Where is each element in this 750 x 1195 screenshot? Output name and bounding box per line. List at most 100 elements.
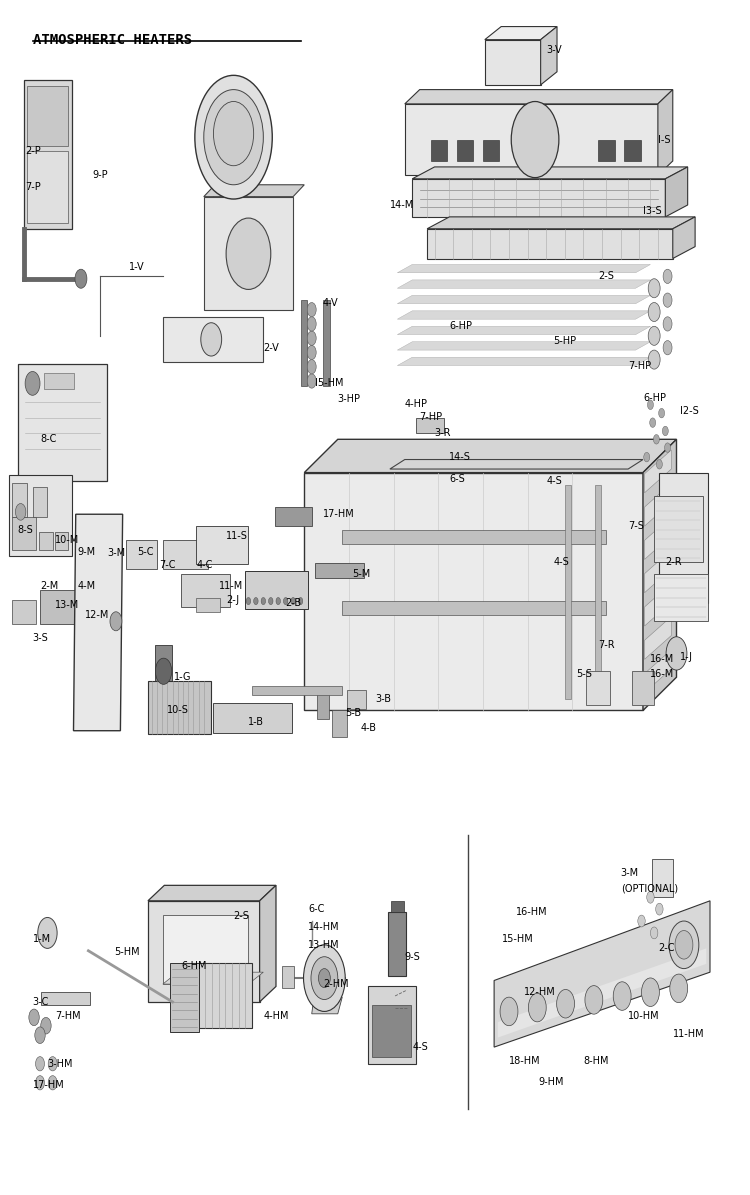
Polygon shape — [398, 264, 650, 272]
Circle shape — [638, 915, 645, 927]
Polygon shape — [484, 26, 557, 39]
Bar — [41, 992, 90, 1005]
Text: 7-P: 7-P — [25, 182, 40, 192]
Polygon shape — [398, 295, 650, 304]
Circle shape — [308, 302, 316, 317]
Bar — [323, 300, 329, 386]
Circle shape — [663, 269, 672, 283]
Polygon shape — [665, 167, 688, 216]
Text: 6-HM: 6-HM — [182, 961, 207, 972]
Text: 15-HM: 15-HM — [502, 933, 533, 944]
Polygon shape — [484, 39, 541, 85]
Circle shape — [276, 598, 280, 605]
Polygon shape — [260, 885, 276, 1001]
Text: 7-S: 7-S — [628, 521, 644, 531]
Circle shape — [647, 400, 653, 410]
Bar — [391, 901, 404, 912]
Bar — [341, 601, 606, 615]
Text: 9-HM: 9-HM — [538, 1077, 564, 1086]
Text: 8-S: 8-S — [18, 525, 34, 534]
Polygon shape — [644, 516, 671, 559]
Circle shape — [669, 921, 699, 969]
Bar — [182, 963, 252, 1028]
Circle shape — [650, 927, 658, 939]
Text: 3-HP: 3-HP — [338, 394, 361, 404]
Bar — [196, 598, 220, 612]
Text: I-S: I-S — [658, 135, 670, 145]
Bar — [12, 516, 35, 550]
Text: 17-HM: 17-HM — [323, 509, 355, 520]
Text: 16-M: 16-M — [650, 669, 675, 679]
Text: 6-C: 6-C — [308, 905, 324, 914]
Text: 6-HP: 6-HP — [449, 321, 472, 331]
Text: 2-B: 2-B — [286, 599, 302, 608]
Text: 16-M: 16-M — [650, 655, 675, 664]
Polygon shape — [644, 483, 671, 526]
Circle shape — [648, 302, 660, 321]
Text: 14-M: 14-M — [390, 200, 414, 210]
Text: 7-HM: 7-HM — [55, 1011, 80, 1022]
Text: 12-HM: 12-HM — [524, 987, 556, 998]
Text: 10-HM: 10-HM — [628, 1011, 660, 1022]
Bar — [654, 496, 703, 562]
Text: 2-HM: 2-HM — [323, 979, 349, 989]
Circle shape — [308, 374, 316, 388]
Bar — [332, 711, 346, 736]
Text: (OPTIONAL): (OPTIONAL) — [621, 884, 678, 894]
Text: 1-J: 1-J — [680, 652, 693, 662]
Bar — [565, 484, 571, 699]
Bar — [214, 134, 254, 206]
Text: 11-HM: 11-HM — [673, 1029, 704, 1038]
Text: 5-C: 5-C — [136, 547, 153, 557]
Circle shape — [35, 1076, 44, 1090]
Circle shape — [614, 982, 631, 1010]
Circle shape — [16, 503, 26, 520]
Text: 4-S: 4-S — [413, 1042, 428, 1052]
Circle shape — [75, 269, 87, 288]
Bar — [23, 80, 72, 228]
Text: 2-R: 2-R — [665, 557, 682, 566]
Polygon shape — [644, 617, 671, 660]
Circle shape — [291, 598, 296, 605]
Circle shape — [219, 114, 248, 161]
Circle shape — [670, 974, 688, 1003]
Circle shape — [261, 598, 266, 605]
Text: 18-HM: 18-HM — [509, 1056, 541, 1066]
Polygon shape — [644, 550, 671, 593]
Text: 4-S: 4-S — [546, 476, 562, 486]
Bar — [598, 140, 615, 161]
Text: 4-HP: 4-HP — [405, 399, 427, 409]
Circle shape — [25, 372, 40, 396]
Bar — [390, 455, 628, 478]
Bar — [316, 563, 364, 578]
Text: 3-M: 3-M — [107, 549, 125, 558]
Text: 9-M: 9-M — [77, 547, 95, 557]
Text: 13-HM: 13-HM — [308, 939, 340, 950]
Polygon shape — [494, 901, 710, 1047]
Circle shape — [644, 453, 650, 462]
Circle shape — [308, 345, 316, 360]
Polygon shape — [398, 326, 650, 335]
Bar — [632, 672, 654, 705]
Text: 3-M: 3-M — [621, 869, 639, 878]
Bar — [301, 300, 307, 386]
Text: 2-S: 2-S — [233, 912, 250, 921]
Bar — [148, 681, 211, 734]
Bar — [652, 859, 673, 897]
Circle shape — [254, 598, 258, 605]
Text: 13-M: 13-M — [55, 600, 80, 609]
Circle shape — [204, 90, 263, 185]
Bar — [18, 364, 107, 480]
Bar — [252, 686, 341, 695]
Polygon shape — [390, 460, 643, 470]
Circle shape — [34, 1027, 45, 1043]
Text: I2-S: I2-S — [680, 406, 699, 416]
Text: 7-HP: 7-HP — [628, 361, 651, 370]
Circle shape — [311, 957, 338, 999]
Polygon shape — [304, 440, 676, 472]
Bar — [317, 688, 328, 719]
Bar — [341, 529, 606, 544]
Polygon shape — [427, 216, 695, 228]
Text: 10-S: 10-S — [166, 705, 188, 716]
Bar — [430, 140, 447, 161]
